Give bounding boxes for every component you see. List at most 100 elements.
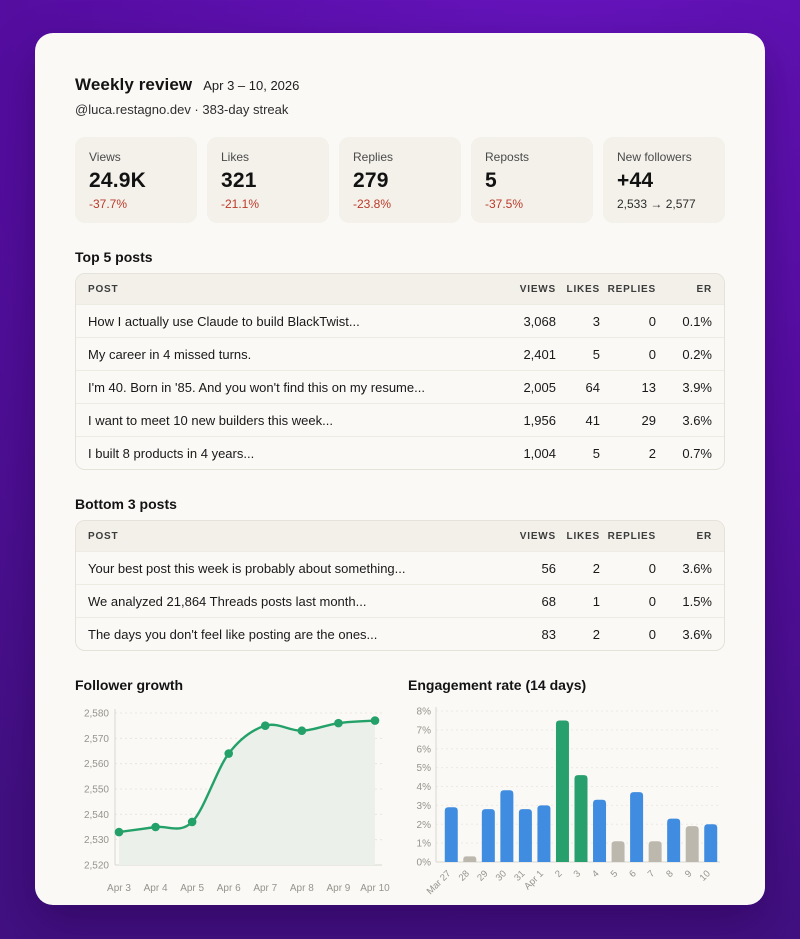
stat-label: Reposts <box>485 150 530 164</box>
views-cell: 3,068 <box>523 313 556 329</box>
column-header-er: ER <box>696 283 712 295</box>
likes-cell: 41 <box>585 412 600 428</box>
svg-text:8%: 8% <box>417 707 432 718</box>
column-header-post: POST <box>88 283 119 295</box>
er-cell: 3.9% <box>682 379 712 395</box>
views-cell: 56 <box>541 560 556 576</box>
views-cell: 68 <box>541 593 556 609</box>
stat-delta: 2,533 → 2,577 <box>617 197 696 211</box>
replies-cell: 0 <box>648 560 656 576</box>
svg-text:Apr 3: Apr 3 <box>107 883 131 894</box>
stat-card: Reposts 5 -37.5% <box>471 137 593 223</box>
replies-cell: 13 <box>641 379 656 395</box>
stats-row: Views 24.9K -37.7% Likes 321 -21.1% Replies 279… <box>75 137 725 223</box>
svg-text:8: 8 <box>664 868 676 880</box>
post-title-cell: The days you don't feel like posting are… <box>88 626 378 642</box>
top-posts-title: Top 5 posts <box>75 249 153 265</box>
page-title: Weekly review <box>75 75 193 94</box>
table-row: How I actually use Claude to build Black… <box>76 304 724 337</box>
replies-cell: 0 <box>648 346 656 362</box>
weekly-review-card: Weekly review Apr 3 – 10, 2026 @luca.res… <box>35 33 765 905</box>
column-header-likes: LIKES <box>566 530 600 542</box>
svg-text:6: 6 <box>627 868 639 880</box>
er-cell: 0.1% <box>682 313 712 329</box>
svg-text:28: 28 <box>457 868 472 883</box>
likes-cell: 1 <box>592 593 600 609</box>
views-cell: 83 <box>541 626 556 642</box>
table-header-row: POST VIEWS LIKES REPLIES ER <box>76 274 724 304</box>
svg-text:2,550: 2,550 <box>84 785 109 796</box>
likes-cell: 5 <box>592 445 600 461</box>
svg-text:6%: 6% <box>417 744 432 755</box>
likes-cell: 2 <box>592 560 600 576</box>
svg-text:3: 3 <box>572 868 584 880</box>
post-title-cell: I want to meet 10 new builders this week… <box>88 412 333 428</box>
svg-text:30: 30 <box>494 868 509 883</box>
post-title-cell: We analyzed 21,864 Threads posts last mo… <box>88 593 367 609</box>
top-posts-table: POST VIEWS LIKES REPLIES ER How I actually us… <box>75 273 725 470</box>
post-title-cell: Your best post this week is probably abo… <box>88 560 406 576</box>
replies-cell: 29 <box>641 412 656 428</box>
column-header-post: POST <box>88 530 119 542</box>
er-cell: 0.2% <box>682 346 712 362</box>
svg-text:7%: 7% <box>417 725 432 736</box>
svg-text:4: 4 <box>590 868 602 880</box>
stat-value: +44 <box>617 169 654 192</box>
svg-text:Apr 5: Apr 5 <box>180 883 204 894</box>
svg-text:Apr 7: Apr 7 <box>253 883 277 894</box>
stat-card: Likes 321 -21.1% <box>207 137 329 223</box>
svg-text:1%: 1% <box>417 839 432 850</box>
follower-growth-section: Follower growth 2,520 2,530 2,540 2,550 2,56… <box>75 677 390 904</box>
er-cell: 3.6% <box>682 412 712 428</box>
er-cell: 0.7% <box>682 445 712 461</box>
table-header-row: POST VIEWS LIKES REPLIES ER <box>76 521 724 551</box>
stat-label: Likes <box>221 150 250 164</box>
follower-growth-chart: 2,520 2,530 2,540 2,550 2,560 2,570 2,580 Apr 3… <box>84 709 390 895</box>
svg-text:2,530: 2,530 <box>84 835 109 846</box>
svg-text:0%: 0% <box>417 858 432 869</box>
svg-text:29: 29 <box>475 868 490 883</box>
stat-delta: -37.5% <box>485 197 524 211</box>
er-cell: 1.5% <box>682 593 712 609</box>
stat-card: Replies 279 -23.8% <box>339 137 461 223</box>
likes-cell: 3 <box>592 313 600 329</box>
table-row: I want to meet 10 new builders this week… <box>76 403 724 436</box>
stat-label: Replies <box>353 150 394 164</box>
table-row: We analyzed 21,864 Threads posts last mo… <box>76 584 724 617</box>
likes-cell: 64 <box>585 379 600 395</box>
post-title-cell: How I actually use Claude to build Black… <box>88 313 360 329</box>
follower-growth-title: Follower growth <box>75 677 184 693</box>
stat-value: 279 <box>353 169 389 192</box>
er-cell: 3.6% <box>682 626 712 642</box>
views-cell: 1,004 <box>523 445 556 461</box>
stat-card: New followers +44 2,533 → 2,577 <box>603 137 725 223</box>
engagement-rate-section: Engagement rate (14 days) 0% 1% 2% 3% 4% 5% 6%… <box>408 677 725 904</box>
stat-card: Views 24.9K -37.7% <box>75 137 197 223</box>
er-cell: 3.6% <box>682 560 712 576</box>
table-row: I built 8 products in 4 years... 1,004 5 2 0… <box>76 436 724 469</box>
svg-text:2%: 2% <box>417 820 432 831</box>
column-header-replies: REPLIES <box>607 283 656 295</box>
svg-text:5%: 5% <box>417 763 432 774</box>
date-range: Apr 3 – 10, 2026 <box>203 78 300 93</box>
replies-cell: 0 <box>648 593 656 609</box>
svg-text:2: 2 <box>553 868 565 880</box>
views-cell: 1,956 <box>523 412 556 428</box>
stat-label: Views <box>89 150 121 164</box>
replies-cell: 2 <box>648 445 656 461</box>
svg-text:Apr 9: Apr 9 <box>326 883 350 894</box>
stat-delta: -23.8% <box>353 197 392 211</box>
stat-value: 5 <box>485 169 497 192</box>
stat-value: 24.9K <box>89 169 147 192</box>
likes-cell: 2 <box>592 626 600 642</box>
svg-text:Apr 6: Apr 6 <box>217 883 241 894</box>
column-header-er: ER <box>696 530 712 542</box>
column-header-likes: LIKES <box>566 283 600 295</box>
likes-cell: 5 <box>592 346 600 362</box>
svg-text:Apr 4: Apr 4 <box>144 883 168 894</box>
bottom-posts-table: POST VIEWS LIKES REPLIES ER Your best post th… <box>75 520 725 651</box>
stat-value: 321 <box>221 169 257 192</box>
svg-text:2,570: 2,570 <box>84 734 109 745</box>
replies-cell: 0 <box>648 626 656 642</box>
